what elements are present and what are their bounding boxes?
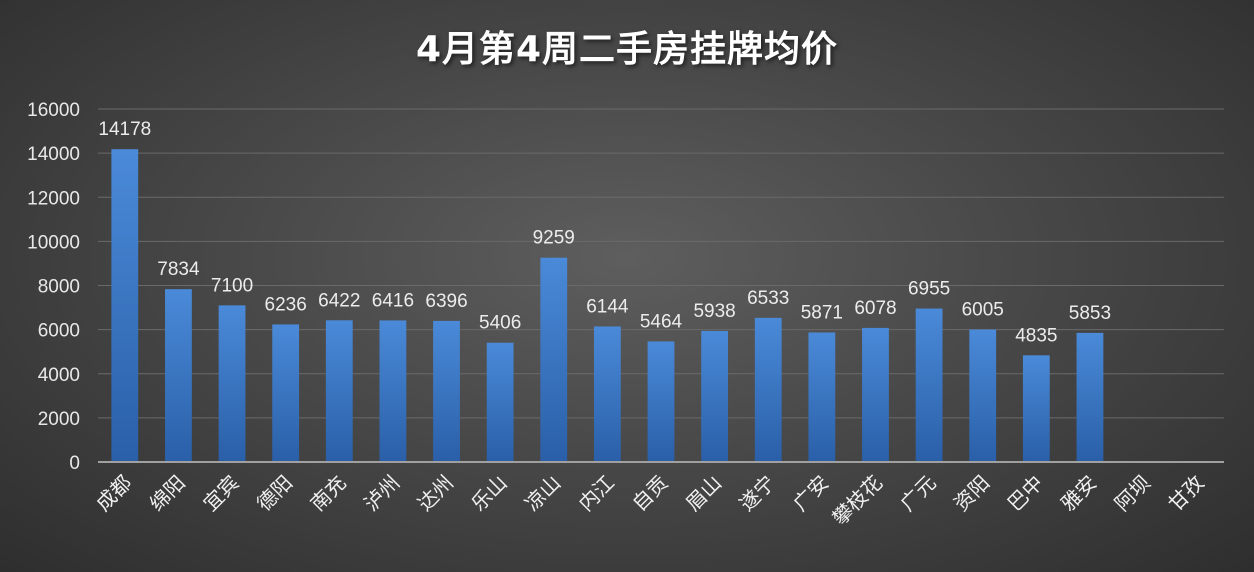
bar <box>701 330 729 462</box>
x-category-label: 乐山 <box>466 471 511 516</box>
bar <box>111 149 139 462</box>
y-tick-label: 2000 <box>38 409 80 430</box>
y-tick-label: 4000 <box>38 365 80 386</box>
x-category-label: 巴中 <box>1003 471 1048 516</box>
data-label: 6955 <box>908 279 950 300</box>
x-category-label: 南充 <box>306 471 351 516</box>
x-category-label: 资阳 <box>949 471 994 516</box>
y-axis-tick-labels: 0 2000 4000 6000 8000 10000 12000 14000 16000 <box>27 100 80 474</box>
y-tick-label: 10000 <box>27 232 80 253</box>
data-label: 6422 <box>318 290 360 311</box>
data-label: 6396 <box>425 291 467 312</box>
data-label: 5871 <box>801 302 843 323</box>
data-label: 5938 <box>693 301 735 322</box>
x-category-label: 德阳 <box>252 471 297 516</box>
data-label: 6533 <box>747 288 789 309</box>
data-label: 7834 <box>157 259 200 280</box>
data-label: 6416 <box>372 290 414 311</box>
chart-title: 4月第4周二手房挂牌均价 <box>415 29 839 70</box>
data-label: 4835 <box>1015 325 1057 346</box>
x-category-label: 内江 <box>574 471 619 516</box>
x-category-label: 阿坝 <box>1110 471 1155 516</box>
x-category-label: 自贡 <box>627 471 672 516</box>
bar <box>754 317 782 462</box>
x-category-label: 凉山 <box>520 471 565 516</box>
x-category-label: 甘孜 <box>1163 471 1208 516</box>
x-category-label: 遂宁 <box>735 471 780 516</box>
data-label: 6005 <box>962 300 1004 321</box>
data-label: 6236 <box>265 294 307 315</box>
data-label: 14178 <box>98 119 151 140</box>
data-label: 5853 <box>1069 303 1111 324</box>
bar <box>1022 355 1050 462</box>
x-axis-category-labels: 成都 绵阳 宜宾 德阳 南充 泸州 达州 乐山 凉山 内江 自贡 眉山 遂宁 广安攀枝花 广元 资阳 巴中 雅安阿… <box>91 471 1209 530</box>
x-category-label: 泸州 <box>359 471 404 516</box>
bar <box>593 326 621 462</box>
bar <box>272 324 300 462</box>
bar <box>647 341 675 462</box>
y-tick-label: 8000 <box>38 277 80 298</box>
bar <box>325 320 353 462</box>
bar <box>486 342 514 462</box>
bar <box>433 320 460 462</box>
x-category-label: 成都 <box>91 471 136 516</box>
bar <box>379 320 407 462</box>
x-category-label: 广元 <box>895 471 940 516</box>
y-tick-label: 16000 <box>27 100 80 121</box>
x-category-label: 雅安 <box>1056 471 1101 516</box>
data-label: 5406 <box>479 313 521 334</box>
bar <box>540 257 568 462</box>
bar <box>862 327 889 462</box>
bar <box>218 305 246 462</box>
data-labels: 14178 7834 7100 6236 6422 6416 6396 5406 9259 614… <box>98 119 1111 346</box>
bar <box>808 332 836 462</box>
y-tick-label: 6000 <box>38 321 80 342</box>
bar <box>165 289 192 462</box>
data-label: 9259 <box>533 228 575 249</box>
y-tick-label: 0 <box>69 453 80 474</box>
x-category-label: 宜宾 <box>198 471 243 516</box>
y-tick-label: 12000 <box>27 188 80 209</box>
data-label: 6078 <box>854 298 896 319</box>
bar <box>1076 332 1104 462</box>
data-label: 7100 <box>211 275 253 296</box>
bar <box>915 308 943 462</box>
data-label: 6144 <box>586 296 629 317</box>
y-tick-label: 14000 <box>27 144 80 165</box>
data-label: 5464 <box>640 311 683 332</box>
x-category-label: 眉山 <box>681 471 726 516</box>
x-category-label: 攀枝花 <box>828 471 887 530</box>
x-category-label: 绵阳 <box>145 471 190 516</box>
bar <box>969 329 997 462</box>
x-category-label: 广安 <box>788 471 833 516</box>
x-category-label: 达州 <box>413 471 458 516</box>
bars <box>111 149 1104 462</box>
